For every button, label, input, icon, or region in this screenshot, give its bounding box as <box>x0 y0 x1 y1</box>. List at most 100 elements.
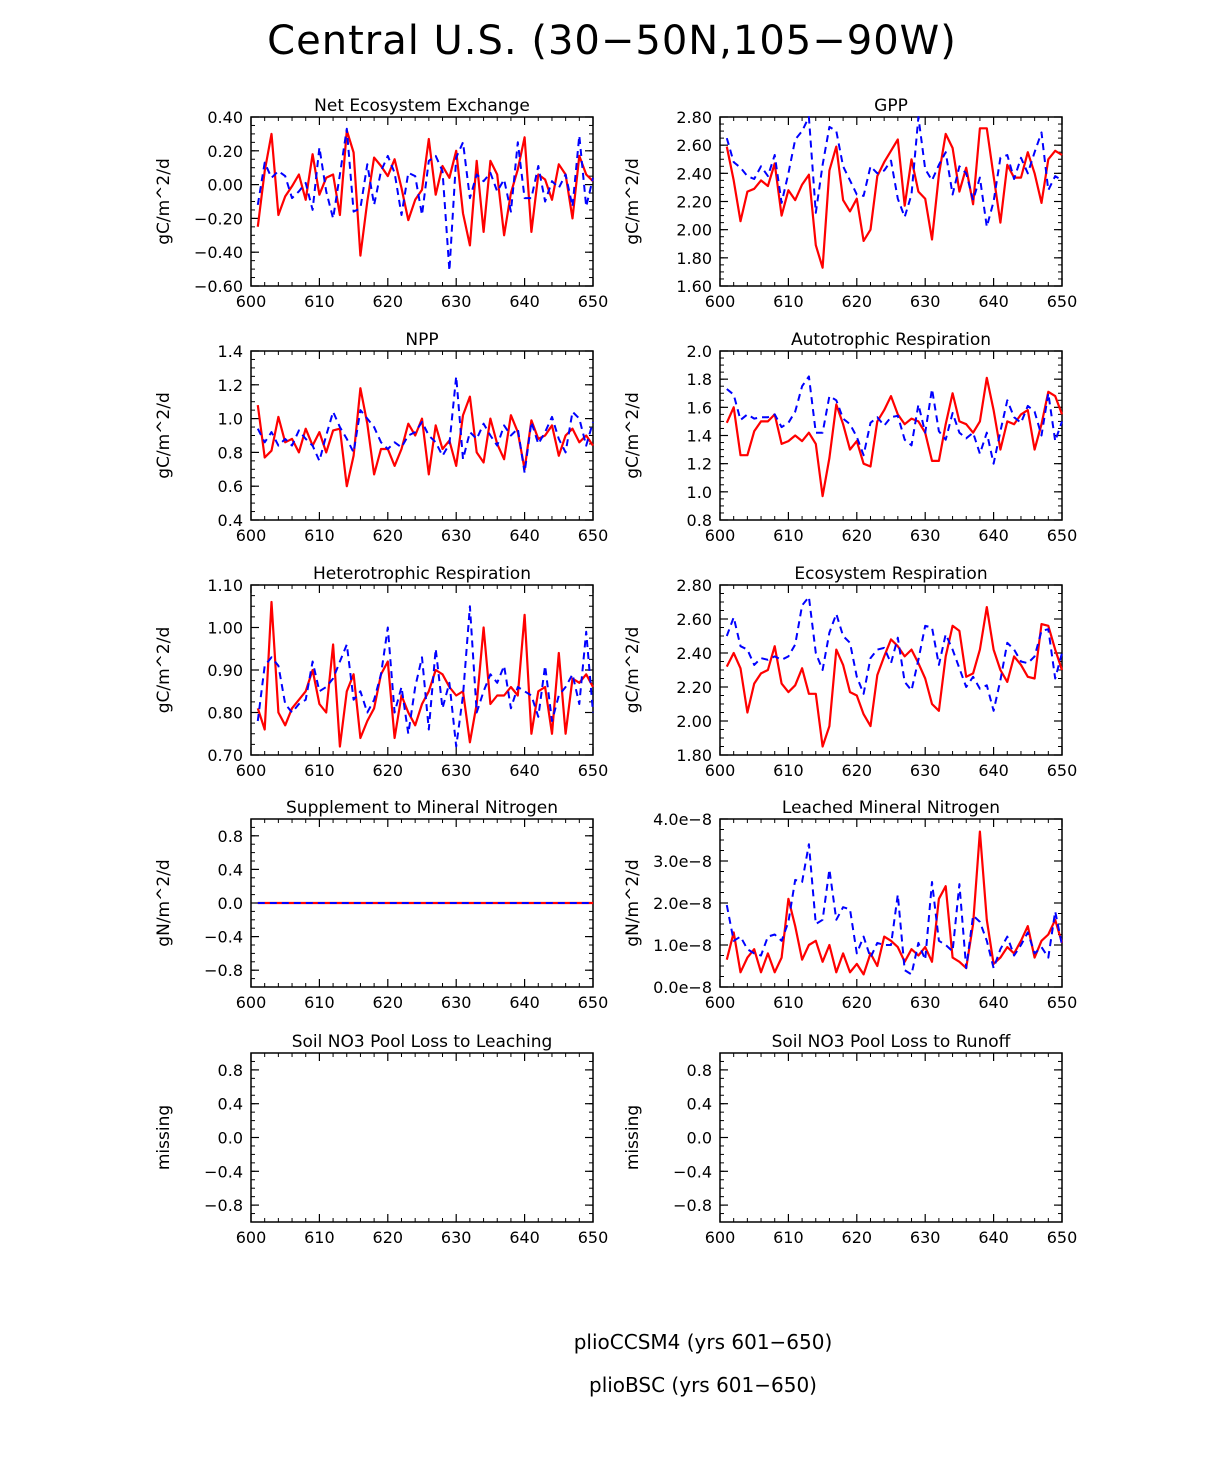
series-line-plioCCSM4 <box>256 605 594 748</box>
x-tick-label: 620 <box>373 292 404 311</box>
panel-title: Heterotrophic Respiration <box>313 564 531 584</box>
x-tick-label: 630 <box>910 292 941 311</box>
y-tick-label: 2.60 <box>676 610 712 629</box>
y-tick-label: −0.8 <box>673 1196 712 1215</box>
figure-panels: Net Ecosystem Exchange gC/m^2/d 600 610 620 6… <box>154 96 1077 1247</box>
x-tick-label: 600 <box>236 526 267 545</box>
panel-title: NPP <box>405 330 438 350</box>
x-tick-label: 600 <box>705 993 736 1012</box>
x-tick-label: 650 <box>1047 1228 1078 1247</box>
y-tick-label: 0.0 <box>218 1129 243 1148</box>
x-tick-label: 640 <box>978 993 1009 1012</box>
y-tick-label: −0.4 <box>204 928 243 947</box>
panel-title: Net Ecosystem Exchange <box>314 96 530 116</box>
y-tick-label: 0.8 <box>687 1061 712 1080</box>
panel-1: GPP gC/m^2/d 600 610 620 630 640 650 1.60 1.80 2.0… <box>623 96 1077 311</box>
series-line-plioBSC <box>256 600 594 748</box>
y-tick-label: 2.60 <box>676 136 712 155</box>
x-tick-label: 600 <box>236 761 267 780</box>
legend-label-pliocc: plioCCSM4 (yrs 601−650) <box>573 1330 833 1354</box>
x-tick-label: 650 <box>578 292 609 311</box>
y-tick-label: 1.8 <box>687 370 712 389</box>
y-tick-label: 2.00 <box>676 221 712 240</box>
y-tick-label: 0.8 <box>218 827 243 846</box>
y-tick-label: 1.00 <box>207 619 243 638</box>
y-tick-label: 1.6 <box>687 398 712 417</box>
x-tick-label: 630 <box>441 993 472 1012</box>
x-tick-label: 640 <box>978 292 1009 311</box>
y-tick-label: 1.0 <box>218 410 243 429</box>
x-tick-label: 640 <box>978 526 1009 545</box>
y-tick-label: 1.10 <box>207 576 243 595</box>
panel-5: Ecosystem Respiration gC/m^2/d 600 610 620 63… <box>623 564 1077 780</box>
y-axis-label: missing <box>623 1105 643 1170</box>
y-tick-label: 0.70 <box>207 746 243 765</box>
y-tick-label: 1.80 <box>676 746 712 765</box>
y-axis-label: gC/m^2/d <box>623 627 643 714</box>
x-tick-label: 650 <box>578 761 609 780</box>
x-tick-label: 620 <box>373 993 404 1012</box>
panel-frame <box>250 1052 594 1223</box>
series-line-plioBSC <box>725 605 1064 748</box>
x-tick-label: 600 <box>705 526 736 545</box>
panel-0: Net Ecosystem Exchange gC/m^2/d 600 610 620 6… <box>154 96 608 311</box>
y-tick-label: 0.8 <box>218 443 243 462</box>
y-tick-label: 2.0 <box>687 342 712 361</box>
panel-title: Soil NO3 Pool Loss to Leaching <box>292 1032 553 1052</box>
series-line-plioCCSM4 <box>725 595 1063 712</box>
x-tick-label: 620 <box>842 993 873 1012</box>
panel-6: Supplement to Mineral Nitrogen gN/m^2/d 60… <box>154 798 608 1012</box>
x-tick-label: 610 <box>304 993 335 1012</box>
x-tick-label: 620 <box>373 1228 404 1247</box>
y-tick-label: 0.0 <box>218 894 243 913</box>
x-tick-label: 630 <box>441 1228 472 1247</box>
y-tick-label: 0.20 <box>207 142 243 161</box>
x-tick-label: 650 <box>1047 526 1078 545</box>
y-tick-label: 1.2 <box>687 455 712 474</box>
y-tick-label: 2.80 <box>676 576 712 595</box>
y-tick-label: 2.20 <box>676 193 712 212</box>
y-tick-label: −0.20 <box>194 209 243 228</box>
x-tick-label: 610 <box>304 292 335 311</box>
y-axis-label: missing <box>154 1105 174 1170</box>
y-tick-label: 2.0e−8 <box>653 894 712 913</box>
y-tick-label: −0.40 <box>194 243 243 262</box>
x-tick-label: 650 <box>1047 761 1078 780</box>
x-tick-label: 610 <box>773 761 804 780</box>
x-tick-label: 640 <box>509 526 540 545</box>
panel-9: Soil NO3 Pool Loss to Runoff missing 600 61… <box>623 1032 1077 1247</box>
y-tick-label: 1.0 <box>687 483 712 502</box>
x-tick-label: 610 <box>304 1228 335 1247</box>
x-tick-label: 610 <box>773 1228 804 1247</box>
legend-label-pliobsc: plioBSC (yrs 601−650) <box>589 1373 817 1397</box>
x-tick-label: 600 <box>236 1228 267 1247</box>
series-line-plioBSC <box>256 129 594 257</box>
panel-title: Autotrophic Respiration <box>791 330 991 350</box>
series-line-plioCCSM4 <box>725 116 1063 228</box>
series-line-plioBSC <box>256 387 594 488</box>
x-tick-label: 630 <box>441 526 472 545</box>
panel-frame <box>250 584 594 756</box>
series-line-plioBSC <box>725 376 1064 498</box>
x-tick-label: 610 <box>773 292 804 311</box>
panel-3: Autotrophic Respiration gC/m^2/d 600 610 620… <box>623 330 1077 545</box>
panel-title: Leached Mineral Nitrogen <box>782 798 1000 818</box>
figure-title: Central U.S. (30−50N,105−90W) <box>267 18 957 64</box>
x-tick-label: 630 <box>441 761 472 780</box>
series-line-plioBSC <box>725 127 1063 269</box>
y-tick-label: 1.2 <box>218 376 243 395</box>
panel-7: Leached Mineral Nitrogen gN/m^2/d 600 610 62… <box>623 798 1077 1012</box>
x-tick-label: 600 <box>236 292 267 311</box>
y-tick-label: 4.0e−8 <box>653 810 712 829</box>
y-tick-label: −0.4 <box>673 1162 712 1181</box>
x-tick-label: 630 <box>910 526 941 545</box>
y-tick-label: 0.6 <box>218 477 243 496</box>
y-tick-label: 2.40 <box>676 644 712 663</box>
y-axis-label: gC/m^2/d <box>154 158 174 245</box>
series-line-plioCCSM4 <box>726 375 1063 465</box>
x-tick-label: 610 <box>304 761 335 780</box>
y-tick-label: 0.8 <box>218 1061 243 1080</box>
x-tick-label: 600 <box>705 1228 736 1247</box>
y-tick-label: 1.60 <box>676 277 712 296</box>
panel-frame <box>719 116 1063 287</box>
